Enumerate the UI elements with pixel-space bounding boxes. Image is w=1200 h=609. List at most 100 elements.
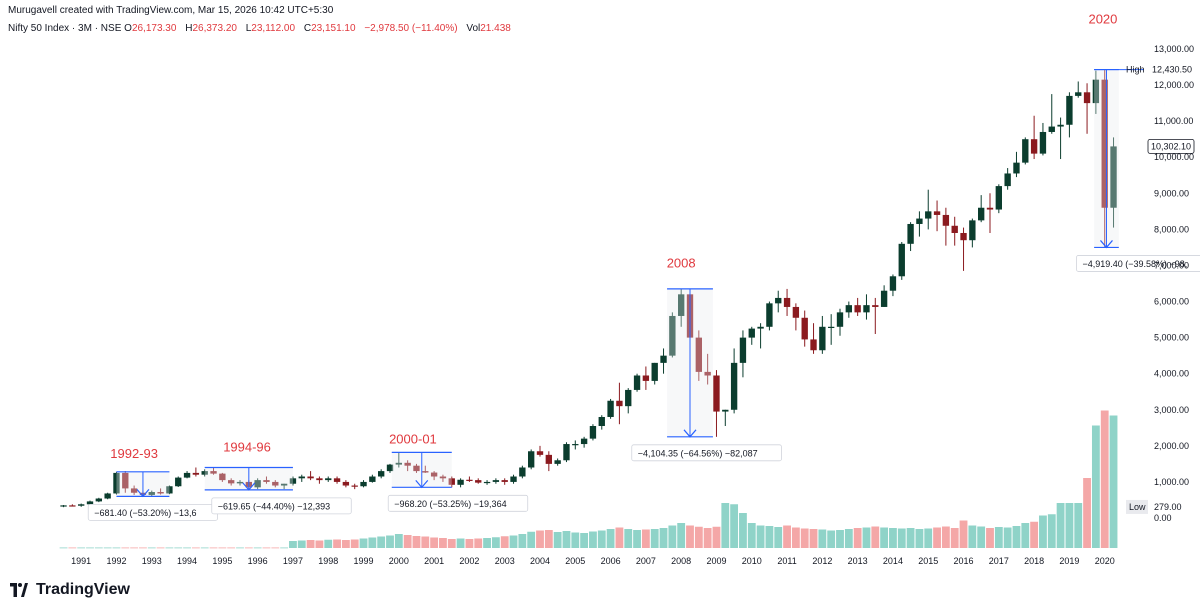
volume-bar [359, 538, 368, 548]
tradingview-logo[interactable]: TradingView [8, 581, 130, 599]
candle-body [783, 297, 791, 307]
volume-bar [103, 547, 112, 549]
measure-info-box [1076, 255, 1200, 272]
candle-body [130, 488, 138, 493]
candle-body [792, 306, 800, 318]
volume-bar [721, 503, 730, 548]
volume-bar [862, 527, 871, 548]
candle-body [933, 211, 941, 215]
volume-bar [959, 520, 968, 548]
candle-body [660, 355, 667, 363]
time-tick-label: 1999 [354, 556, 374, 566]
price-tick-label: 3,000.00 [1154, 405, 1189, 415]
candle-body [775, 297, 782, 304]
low-label: L [245, 23, 252, 34]
candle-body [757, 326, 764, 329]
close-label: C [303, 23, 312, 34]
candle-body [536, 451, 544, 455]
volume-bar [650, 529, 659, 548]
volume-bar [994, 527, 1003, 548]
candle-body [695, 337, 702, 372]
volume-bar [447, 539, 456, 548]
candle-body [845, 305, 852, 313]
volume-bar [800, 528, 809, 548]
volume-bar [412, 536, 421, 548]
time-tick-label: 2011 [777, 556, 796, 566]
time-tick-label: 2013 [848, 556, 868, 566]
measure-info-text: −619.65 (−44.40%) −12,393 [218, 501, 330, 511]
candle-body [554, 460, 561, 464]
time-tick-label: 2002 [459, 556, 479, 566]
candle-layer [60, 69, 1117, 508]
candle-body [263, 480, 270, 482]
volume-bar [386, 535, 394, 548]
candle-body [298, 476, 305, 479]
tradingview-logo-icon [10, 583, 28, 597]
candle-body [722, 409, 729, 412]
candle-body [907, 223, 914, 244]
low-label-box [1126, 499, 1148, 514]
candle-body [580, 438, 588, 445]
volume-bar [950, 528, 959, 548]
volume-bar [774, 527, 783, 548]
volume-bar [1100, 410, 1109, 548]
time-tick-label: 2018 [1024, 556, 1044, 566]
volume-bar [606, 529, 615, 548]
time-axis[interactable]: 1991 1992 1993 1994 1995 1996 1997 1998 1999 2000… [71, 556, 1115, 566]
volume-bar [615, 527, 624, 548]
volume-bar [244, 547, 253, 549]
volume-bar [191, 547, 200, 549]
candle-body [430, 472, 438, 477]
volume-bar [712, 526, 721, 548]
candle-body [528, 451, 535, 468]
last-price-value: 10,302.10 [1151, 141, 1191, 151]
candle-body [766, 303, 773, 327]
volume-bar [333, 539, 341, 548]
volume-bar [121, 547, 130, 549]
candle-body [642, 375, 650, 381]
volume-bar [906, 528, 915, 548]
candle-body [739, 337, 747, 363]
volume-bar [227, 547, 236, 549]
volume-bar [589, 531, 597, 548]
volume-bar [456, 538, 465, 548]
volume-bar [668, 525, 677, 548]
volume-bar [977, 526, 986, 548]
time-tick-label: 2009 [706, 556, 726, 566]
volume-bar [694, 526, 703, 548]
volume-bar [880, 527, 889, 548]
candle-body [607, 400, 614, 417]
price-axis[interactable]: 13,000.00 12,000.00 11,000.00 10,000.00 9,00… [1094, 44, 1195, 523]
time-tick-label: 2005 [565, 556, 585, 566]
volume-bar [377, 536, 386, 548]
candle-body [448, 478, 455, 485]
measure-info-text: −681.40 (−53.20%) −13,6 [94, 508, 196, 518]
time-tick-label: 2003 [495, 556, 515, 566]
volume-bar [783, 525, 791, 548]
volume-bar [747, 523, 756, 548]
candle-body [986, 207, 994, 210]
volume-bar [571, 532, 580, 548]
annotation-title: 2008 [667, 255, 696, 270]
volume-bar [200, 547, 209, 549]
measure-info-box [631, 444, 782, 462]
volume-bar [236, 547, 244, 549]
time-tick-label: 2007 [636, 556, 656, 566]
volume-bar [306, 540, 315, 548]
measure-info-text: −4,919.40 (−39.58%) −98, [1082, 259, 1187, 269]
candle-body [969, 220, 976, 241]
volume-bar [86, 547, 94, 549]
candle-body [78, 504, 85, 506]
measure-arrow-head [1100, 240, 1113, 249]
symbol-title[interactable]: Nifty 50 Index · 3M · NSE [8, 23, 122, 34]
candle-body [492, 480, 500, 482]
candle-body [386, 464, 394, 472]
volume-bar [659, 528, 668, 548]
volume-bar [139, 547, 147, 549]
candle-body [333, 478, 341, 482]
annotation-layer: 1992-93 −681.40 (−53.20%) −13,6 1994-96 −61… [87, 12, 1200, 521]
low-value: 23,112.00 [251, 23, 296, 34]
volume-bar [897, 528, 906, 548]
volume-bar [1056, 503, 1065, 548]
